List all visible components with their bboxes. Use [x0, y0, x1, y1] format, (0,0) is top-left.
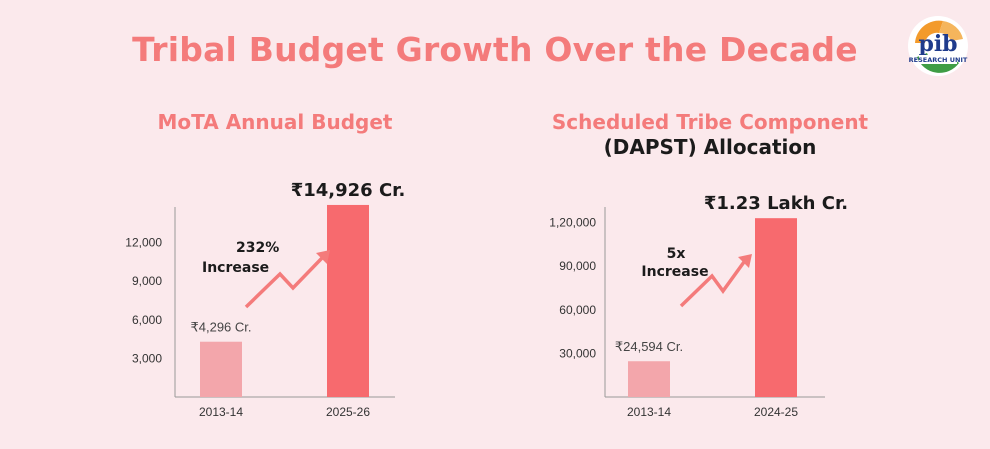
chart-1-ytick-label: 12,000 [125, 236, 162, 250]
chart-1-ytick-label: 6,000 [132, 313, 162, 327]
chart-1-annotation-value: 232% [236, 240, 279, 256]
chart-2-bar-2024-25 [755, 218, 797, 397]
chart-2-ytick-label: 30,000 [559, 346, 596, 360]
chart-2-annotation-value: 5x [667, 246, 686, 262]
chart-1-arrowhead-icon [316, 250, 330, 264]
chart-2-growth-arrow-icon [679, 260, 746, 308]
chart-2-ytick-label: 90,000 [559, 259, 596, 273]
chart-2-data-label: ₹1.23 Lakh Cr. [704, 193, 848, 214]
chart-1-xtick-label: 2013-14 [199, 405, 243, 419]
chart-2-arrowhead-icon [738, 254, 752, 268]
chart-2-xtick-label: 2024-25 [754, 405, 798, 419]
chart-1-growth-arrow-icon [244, 256, 324, 309]
chart-2-ytick-label: 1,20,000 [549, 216, 596, 230]
chart-2-title: Scheduled Tribe Component [551, 110, 869, 134]
chart-1-annotation-label: Increase [202, 260, 269, 276]
chart-2-bar-2013-14 [628, 361, 670, 397]
logo-subtext: RESEARCH UNIT [909, 56, 968, 64]
chart-1-ytick-label: 3,000 [132, 351, 162, 365]
chart-1-title: MoTA Annual Budget [157, 110, 393, 134]
page-title: Tribal Budget Growth Over the Decade [132, 30, 858, 69]
chart-2-ytick-label: 60,000 [559, 303, 596, 317]
pib-logo: pib RESEARCH UNIT [903, 13, 973, 79]
chart-2-xtick-label: 2013-14 [627, 405, 671, 419]
chart-1-data-label: ₹4,296 Cr. [190, 320, 251, 335]
chart-1-data-label: ₹14,926 Cr. [291, 180, 406, 201]
chart-1-xtick-label: 2025-26 [326, 405, 370, 419]
chart-2-annotation-label: Increase [641, 264, 708, 280]
chart-2-subtitle: (DAPST) Allocation [603, 135, 817, 159]
chart-1-bar-2025-26 [327, 204, 369, 397]
chart-2-data-label: ₹24,594 Cr. [615, 339, 683, 354]
logo-text: pib [918, 31, 957, 57]
chart-1-bar-2013-14 [200, 341, 242, 397]
chart-1-ytick-label: 9,000 [132, 274, 162, 288]
